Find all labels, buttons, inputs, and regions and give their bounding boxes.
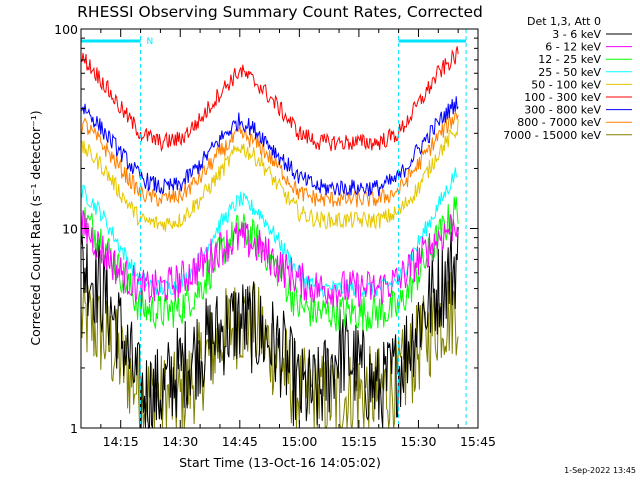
chart-title: RHESSI Observing Summary Count Rates, Co… [77, 3, 483, 21]
series-trace [80, 210, 459, 308]
series-trace [80, 46, 459, 153]
legend-label: 6 - 12 keV [545, 41, 601, 54]
x-tick-label: 14:15 [103, 434, 139, 449]
legend-label: 50 - 100 keV [531, 78, 601, 91]
annotations: N [81, 29, 467, 428]
series-trace [80, 96, 459, 197]
series-trace [80, 119, 459, 232]
annotation-label: N [147, 37, 154, 47]
series-traces [80, 46, 459, 430]
x-tick-label: 15:15 [341, 434, 377, 449]
legend-title: Det 1,3, Att 0 [527, 15, 601, 28]
legend-label: 7000 - 15000 keV [503, 129, 601, 142]
y-tick-label: 100 [54, 22, 78, 37]
legend-label: 25 - 50 keV [538, 66, 601, 79]
y-axis-label: Corrected Count Rate (s⁻¹ detector⁻¹) [28, 110, 43, 345]
x-tick-label: 15:30 [400, 434, 436, 449]
series-trace [80, 196, 459, 332]
y-tick-label: 1 [70, 421, 78, 436]
x-tick-label: 15:45 [460, 434, 496, 449]
timestamp: 1-Sep-2022 13:45 [564, 466, 636, 475]
legend-label: 800 - 7000 keV [517, 116, 601, 129]
x-axis-label: Start Time (13-Oct-16 14:05:02) [179, 455, 381, 470]
x-tick-label: 15:00 [281, 434, 317, 449]
y-axis: 1 10 100 [54, 22, 478, 436]
series-trace [80, 110, 459, 208]
legend-label: 12 - 25 keV [538, 53, 601, 66]
x-tick-label: 14:45 [222, 434, 258, 449]
series-trace [80, 272, 459, 429]
x-tick-label: 14:30 [162, 434, 198, 449]
x-axis: 14:15 14:30 14:45 15:00 15:15 15:30 15:45 [80, 29, 496, 449]
legend-label: 300 - 800 keV [524, 104, 601, 117]
legend-label: 100 - 300 keV [524, 91, 601, 104]
y-tick-label: 10 [62, 222, 78, 237]
legend-label: 3 - 6 keV [552, 28, 601, 41]
series-trace [80, 226, 459, 430]
